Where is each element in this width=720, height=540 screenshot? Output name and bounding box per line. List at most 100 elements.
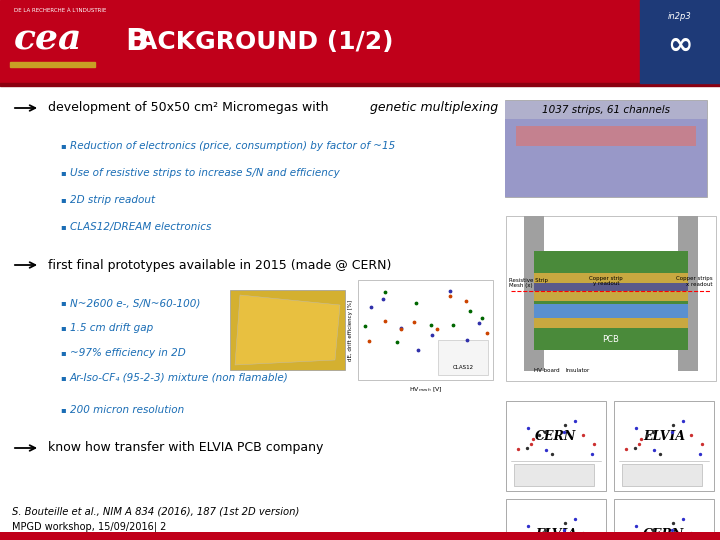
Text: DE LA RECHERCHE À L'INDUSTRIE: DE LA RECHERCHE À L'INDUSTRIE (14, 8, 107, 13)
Text: Ar-Iso-CF₄ (95-2-3) mixture (non flamable): Ar-Iso-CF₄ (95-2-3) mixture (non flamabl… (70, 373, 289, 383)
Text: Copper strip
y readout: Copper strip y readout (589, 276, 623, 287)
Text: ACKGROUND (1/2): ACKGROUND (1/2) (138, 30, 394, 53)
Point (527, 434, 539, 443)
Point (523, 521, 534, 530)
Text: ~97% efficiency in 2D: ~97% efficiency in 2D (70, 348, 186, 358)
Text: ∞: ∞ (667, 31, 693, 60)
Point (395, 324, 407, 333)
Bar (622, 464, 702, 486)
Point (635, 434, 647, 443)
Point (588, 440, 599, 448)
Text: Insulator: Insulator (566, 368, 590, 373)
Bar (506, 401, 606, 491)
Point (696, 537, 707, 540)
Point (426, 330, 438, 339)
Text: S. Bouteille et al., NIM A 834 (2016), 187 (1st 2D version): S. Bouteille et al., NIM A 834 (2016), 1… (12, 507, 300, 517)
Point (539, 526, 551, 535)
Text: ▪: ▪ (60, 323, 66, 333)
Text: ▪: ▪ (60, 222, 66, 232)
Point (631, 423, 642, 432)
Text: ▪: ▪ (60, 348, 66, 357)
Point (685, 529, 696, 537)
Text: in2p3: in2p3 (668, 12, 692, 21)
Point (521, 444, 533, 453)
Text: ▪: ▪ (60, 406, 66, 415)
Point (364, 336, 375, 345)
Text: ▪: ▪ (60, 168, 66, 178)
Bar (514, 464, 594, 486)
Bar (506, 216, 716, 381)
Point (512, 444, 523, 453)
Bar (534, 301, 688, 313)
Bar (438, 340, 488, 375)
Point (633, 440, 644, 449)
Text: CLAS12: CLAS12 (452, 365, 474, 370)
Text: CERN: CERN (536, 429, 577, 442)
Point (569, 515, 580, 524)
Bar (0, 0, 720, 83)
Point (629, 444, 641, 453)
Point (460, 297, 472, 306)
Point (431, 325, 443, 334)
Point (445, 292, 456, 301)
Point (648, 446, 660, 454)
Bar (534, 251, 688, 273)
Point (379, 316, 390, 325)
Point (642, 529, 653, 538)
Point (696, 440, 707, 448)
Point (588, 537, 599, 540)
Point (647, 428, 659, 437)
Bar (506, 499, 606, 540)
Text: CERN: CERN (644, 528, 685, 540)
Text: Reduction of electronics (price, consumption) by factor of ~15: Reduction of electronics (price, consump… (70, 141, 395, 151)
Point (378, 294, 390, 303)
Bar (534, 291, 688, 301)
Point (539, 428, 551, 437)
Point (359, 322, 371, 330)
Text: CLAS12/DREAM electronics: CLAS12/DREAM electronics (70, 222, 212, 232)
Point (413, 346, 424, 355)
Bar (534, 327, 688, 349)
Bar (10, 62, 95, 67)
Bar (614, 499, 714, 540)
Text: ELVIA: ELVIA (643, 429, 685, 442)
Point (569, 417, 580, 426)
Point (577, 529, 588, 537)
Point (685, 431, 696, 440)
Point (464, 306, 476, 315)
Text: ELVIA: ELVIA (535, 528, 577, 540)
Text: 2D strip readout: 2D strip readout (70, 195, 155, 205)
Point (391, 338, 402, 347)
Point (444, 287, 456, 295)
Point (666, 525, 678, 534)
Text: ▪: ▪ (60, 374, 66, 382)
Point (523, 423, 534, 432)
Text: 1037 strips, 61 channels: 1037 strips, 61 channels (542, 105, 670, 115)
Point (667, 420, 679, 429)
Point (461, 336, 472, 345)
Bar (524, 216, 544, 371)
Point (647, 526, 659, 535)
Text: N~2600 e-, S/N~60-100): N~2600 e-, S/N~60-100) (70, 298, 200, 308)
Bar (678, 216, 698, 371)
Point (396, 325, 408, 333)
Point (642, 431, 653, 440)
Point (677, 417, 688, 426)
Text: HV$_{mesh}$ [V]: HV$_{mesh}$ [V] (408, 385, 442, 394)
Point (559, 518, 571, 527)
Text: development of 50x50 cm² Micromegas with: development of 50x50 cm² Micromegas with (48, 102, 333, 114)
Text: ▪: ▪ (60, 141, 66, 151)
Point (666, 428, 678, 436)
Point (558, 428, 570, 436)
Bar (534, 283, 688, 291)
Text: Copper strips
x readout: Copper strips x readout (676, 276, 713, 287)
Point (477, 314, 488, 323)
Point (654, 450, 666, 458)
Point (631, 521, 642, 530)
Text: genetic multiplexing: genetic multiplexing (370, 102, 498, 114)
Bar (0, 83, 720, 86)
Point (546, 450, 558, 458)
Text: Resistive Strip
Mesh (x): Resistive Strip Mesh (x) (509, 278, 548, 288)
Text: Use of resistive strips to increase S/N and efficiency: Use of resistive strips to increase S/N … (70, 168, 340, 178)
Point (577, 431, 588, 440)
